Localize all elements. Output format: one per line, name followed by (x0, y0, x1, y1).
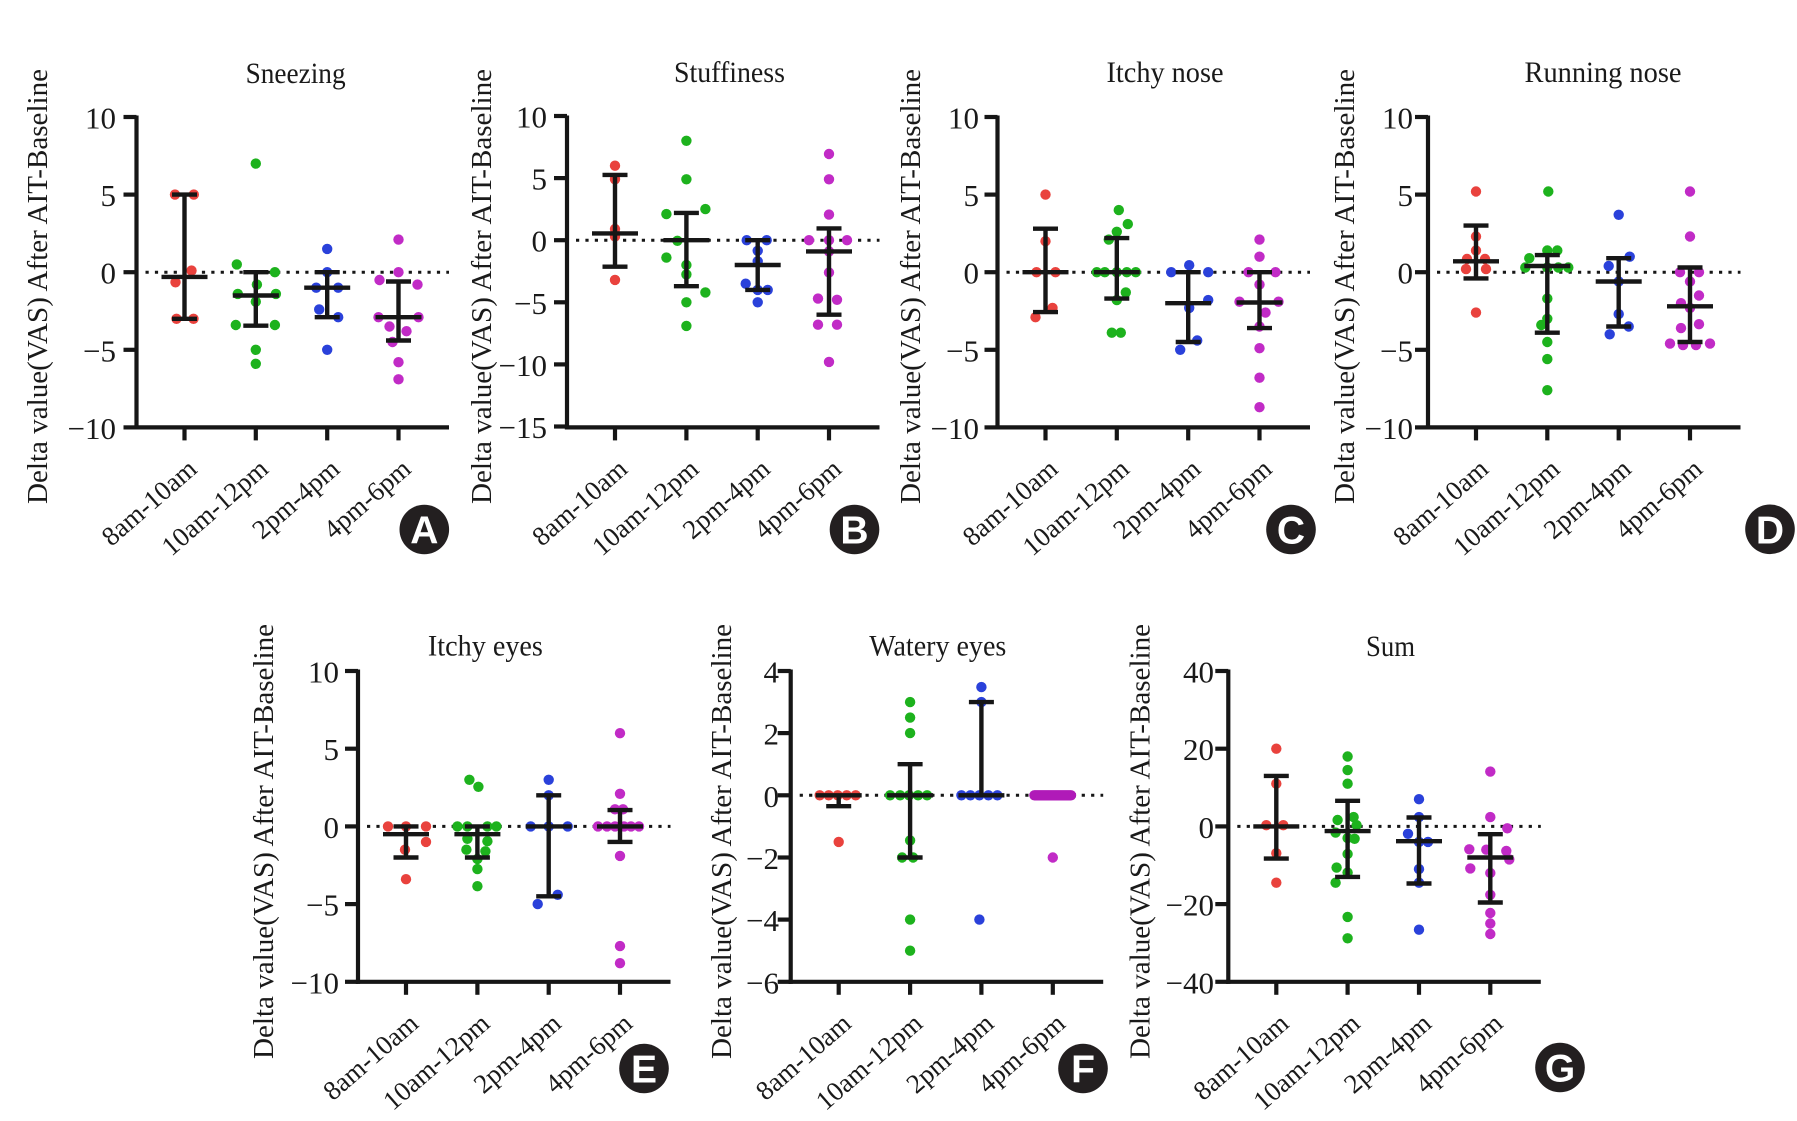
svg-text:Itchy eyes: Itchy eyes (428, 630, 543, 663)
svg-text:5: 5 (964, 178, 980, 213)
svg-text:10: 10 (1382, 101, 1413, 136)
svg-text:Itchy nose: Itchy nose (1107, 56, 1224, 89)
svg-text:−6: −6 (746, 965, 779, 1000)
svg-text:−5: −5 (514, 286, 547, 321)
svg-text:Running nose: Running nose (1525, 56, 1682, 89)
svg-text:−4: −4 (746, 903, 779, 938)
svg-text:Stuffiness: Stuffiness (674, 56, 785, 89)
svg-text:Watery eyes: Watery eyes (869, 630, 1006, 663)
svg-text:0: 0 (764, 779, 780, 814)
svg-text:Delta value(VAS) After AIT-Bas: Delta value(VAS) After AIT-Baseline (249, 624, 280, 1059)
svg-text:−40: −40 (1166, 965, 1214, 1000)
svg-text:−5: −5 (306, 888, 339, 923)
svg-text:−10: −10 (499, 348, 547, 383)
svg-text:−20: −20 (1166, 888, 1214, 923)
svg-text:−15: −15 (499, 410, 547, 445)
svg-text:10: 10 (516, 100, 547, 135)
svg-text:0: 0 (1398, 256, 1414, 291)
svg-text:−5: −5 (83, 333, 116, 368)
svg-text:−2: −2 (746, 841, 779, 876)
svg-text:B: B (840, 510, 868, 553)
svg-text:0: 0 (532, 224, 548, 259)
svg-text:E: E (631, 1049, 657, 1092)
svg-text:F: F (1071, 1049, 1095, 1092)
svg-text:D: D (1756, 509, 1784, 552)
svg-text:Delta value(VAS) After AIT-Bas: Delta value(VAS) After AIT-Baseline (23, 69, 54, 504)
svg-text:Delta value(VAS) After AIT-Bas: Delta value(VAS) After AIT-Baseline (467, 69, 498, 504)
svg-text:−5: −5 (1380, 333, 1413, 368)
svg-text:5: 5 (101, 178, 117, 213)
svg-text:G: G (1545, 1048, 1575, 1091)
svg-text:Delta value(VAS) After AIT-Bas: Delta value(VAS) After AIT-Baseline (1126, 624, 1157, 1059)
svg-text:0: 0 (101, 256, 117, 291)
svg-text:Delta value(VAS) After AIT-Bas: Delta value(VAS) After AIT-Baseline (1330, 69, 1361, 504)
svg-text:−5: −5 (946, 333, 979, 368)
svg-text:A: A (410, 510, 438, 553)
svg-text:Delta value(VAS) After AIT-Bas: Delta value(VAS) After AIT-Baseline (707, 624, 738, 1059)
svg-text:0: 0 (1199, 810, 1215, 845)
svg-text:0: 0 (964, 256, 980, 291)
svg-text:C: C (1277, 510, 1305, 553)
svg-text:10: 10 (308, 655, 339, 690)
svg-text:−10: −10 (68, 411, 116, 446)
svg-text:5: 5 (324, 732, 340, 767)
svg-text:−10: −10 (291, 965, 339, 1000)
svg-text:0: 0 (324, 810, 340, 845)
svg-text:−10: −10 (931, 411, 979, 446)
svg-text:−10: −10 (1365, 411, 1413, 446)
svg-text:10: 10 (948, 101, 979, 136)
svg-text:10: 10 (85, 101, 116, 136)
svg-text:5: 5 (532, 162, 548, 197)
svg-text:5: 5 (1398, 178, 1414, 213)
svg-text:40: 40 (1183, 655, 1214, 690)
svg-text:20: 20 (1183, 732, 1214, 767)
svg-text:Sneezing: Sneezing (246, 57, 346, 90)
svg-text:4: 4 (764, 655, 780, 690)
svg-text:Sum: Sum (1366, 630, 1415, 663)
svg-text:2: 2 (764, 717, 780, 752)
svg-text:Delta value(VAS) After AIT-Bas: Delta value(VAS) After AIT-Baseline (896, 69, 927, 504)
